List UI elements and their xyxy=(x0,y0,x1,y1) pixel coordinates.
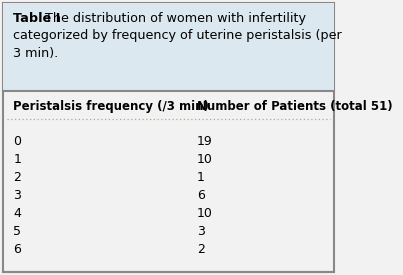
Text: Number of Patients (total 51): Number of Patients (total 51) xyxy=(197,100,393,113)
Text: 6: 6 xyxy=(197,189,205,202)
Text: 1: 1 xyxy=(13,153,21,166)
Text: 3 min).: 3 min). xyxy=(13,47,59,60)
Text: 2: 2 xyxy=(197,243,205,255)
Text: 0: 0 xyxy=(13,135,21,148)
Text: 5: 5 xyxy=(13,225,21,238)
Text: 1: 1 xyxy=(197,171,205,184)
Text: 10: 10 xyxy=(197,153,213,166)
Text: 2: 2 xyxy=(13,171,21,184)
Text: 6: 6 xyxy=(13,243,21,255)
Text: categorized by frequency of uterine peristalsis (per: categorized by frequency of uterine peri… xyxy=(13,29,342,42)
Bar xyxy=(3,3,334,91)
Text: 10: 10 xyxy=(197,207,213,220)
Text: Peristalsis frequency (/3 min): Peristalsis frequency (/3 min) xyxy=(13,100,209,113)
Text: 3: 3 xyxy=(197,225,205,238)
Text: 4: 4 xyxy=(13,207,21,220)
Text: The distribution of women with infertility: The distribution of women with infertili… xyxy=(45,12,306,25)
Text: 19: 19 xyxy=(197,135,213,148)
Text: Table I: Table I xyxy=(13,12,61,25)
Text: 3: 3 xyxy=(13,189,21,202)
